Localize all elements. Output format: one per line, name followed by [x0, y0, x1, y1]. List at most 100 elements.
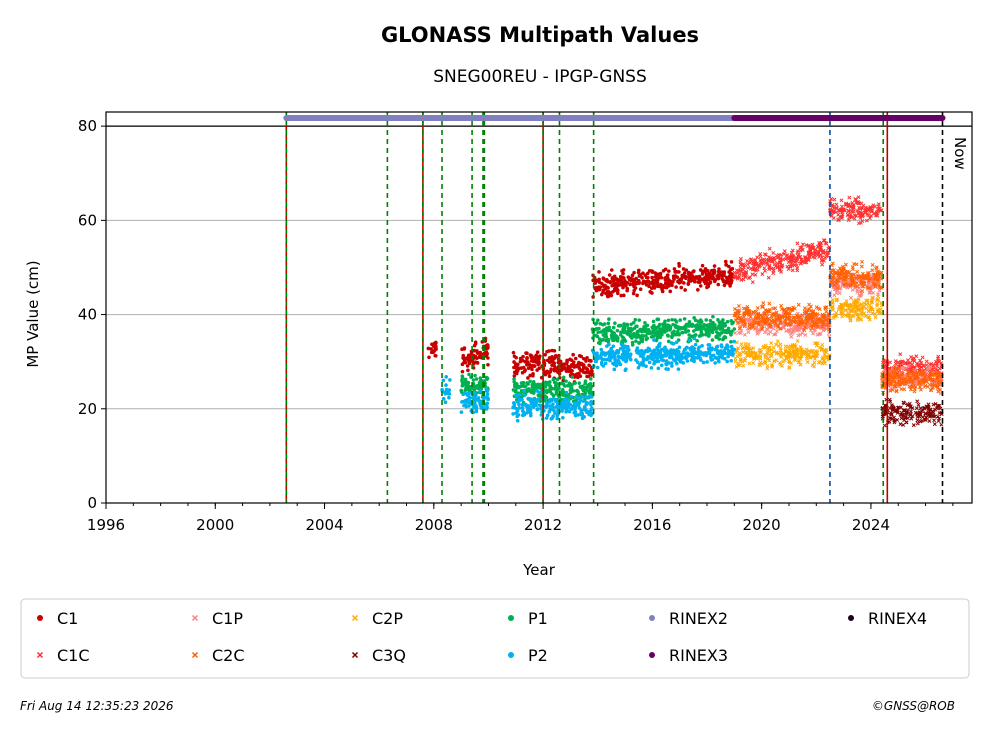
- data-point: [586, 395, 590, 399]
- data-point: [429, 347, 433, 351]
- data-point: [832, 197, 837, 202]
- legend-marker: [36, 651, 44, 659]
- data-point: [918, 406, 923, 411]
- data-point: [690, 274, 695, 278]
- data-point: [848, 212, 853, 217]
- data-point: [802, 306, 807, 311]
- data-point: [873, 282, 878, 287]
- data-point: [729, 358, 733, 363]
- data-point: [622, 281, 627, 286]
- data-point: [817, 240, 822, 245]
- legend: C1 C1C C1P C2C C2P C3Q P1 P2 RINEX2 RINEX3 RINEX4: [36, 609, 927, 665]
- data-point: [843, 262, 848, 267]
- data-point: [819, 255, 824, 260]
- data-point: [716, 317, 720, 322]
- data-point: [888, 377, 893, 382]
- data-point: [678, 318, 682, 322]
- data-point: [677, 332, 681, 337]
- data-point: [444, 375, 449, 379]
- data-point: [599, 292, 604, 297]
- data-point: [727, 277, 731, 282]
- data-point: [905, 373, 910, 378]
- data-point: [543, 404, 548, 409]
- data-point: [559, 381, 564, 386]
- data-point: [562, 362, 567, 367]
- data-point: [850, 278, 855, 283]
- data-point: [887, 416, 892, 421]
- data-point: [902, 380, 907, 385]
- data-point: [855, 269, 860, 274]
- data-point: [782, 307, 787, 312]
- data-point: [622, 322, 626, 326]
- data-point: [704, 331, 709, 336]
- data-point: [547, 360, 552, 364]
- data-point: [573, 410, 578, 415]
- data-point: [824, 309, 829, 314]
- data-point: [825, 253, 830, 258]
- data-point: [630, 343, 635, 347]
- data-point: [758, 258, 763, 263]
- data-point: [807, 307, 812, 312]
- data-point: [860, 313, 865, 318]
- data-point: [895, 417, 900, 422]
- data-point: [933, 367, 938, 372]
- data-point: [916, 402, 921, 407]
- data-point: [576, 362, 580, 367]
- data-point: [589, 413, 593, 418]
- data-point: [785, 315, 790, 320]
- data-point: [621, 349, 626, 354]
- data-point: [473, 373, 477, 378]
- data-point: [530, 367, 534, 372]
- data-point: [870, 268, 875, 273]
- data-point: [839, 198, 844, 203]
- data-point: [774, 358, 779, 363]
- data-point: [555, 377, 560, 382]
- data-point: [895, 410, 900, 415]
- data-point: [650, 270, 655, 274]
- data-point: [754, 312, 759, 317]
- data-point: [585, 374, 589, 379]
- data-point: [553, 387, 557, 391]
- data-point: [890, 387, 895, 392]
- data-point: [778, 256, 783, 261]
- data-point: [562, 384, 567, 388]
- data-point: [648, 356, 652, 360]
- data-point: [727, 274, 732, 279]
- data-point: [790, 343, 795, 347]
- data-point: [607, 317, 611, 321]
- data-point: [907, 375, 912, 380]
- data-point: [891, 377, 896, 382]
- data-point: [486, 362, 490, 367]
- data-point: [687, 274, 692, 278]
- data-point: [939, 422, 944, 427]
- data-point: [687, 338, 692, 343]
- data-point: [677, 270, 681, 274]
- data-point: [585, 385, 589, 390]
- data-point: [674, 340, 679, 345]
- data-point: [768, 322, 773, 327]
- data-point: [644, 364, 648, 369]
- x-tick-label: 2004: [305, 516, 343, 534]
- data-point: [765, 363, 770, 368]
- data-point: [795, 241, 800, 246]
- data-point: [933, 407, 938, 412]
- data-point: [640, 275, 644, 280]
- data-point: [755, 331, 760, 336]
- data-point: [914, 406, 919, 411]
- data-point: [591, 278, 595, 283]
- data-point: [564, 394, 568, 398]
- data-point: [526, 376, 530, 380]
- data-point: [703, 275, 707, 280]
- data-point: [679, 285, 684, 290]
- data-point: [737, 326, 742, 331]
- data-point: [471, 397, 476, 401]
- legend-label: P2: [528, 646, 548, 665]
- data-point: [747, 310, 752, 315]
- data-point: [570, 382, 575, 387]
- data-point: [460, 374, 465, 379]
- data-point: [576, 403, 581, 407]
- data-point: [637, 341, 642, 345]
- data-point: [696, 288, 700, 292]
- data-point: [652, 323, 656, 328]
- series-c1: [426, 259, 735, 384]
